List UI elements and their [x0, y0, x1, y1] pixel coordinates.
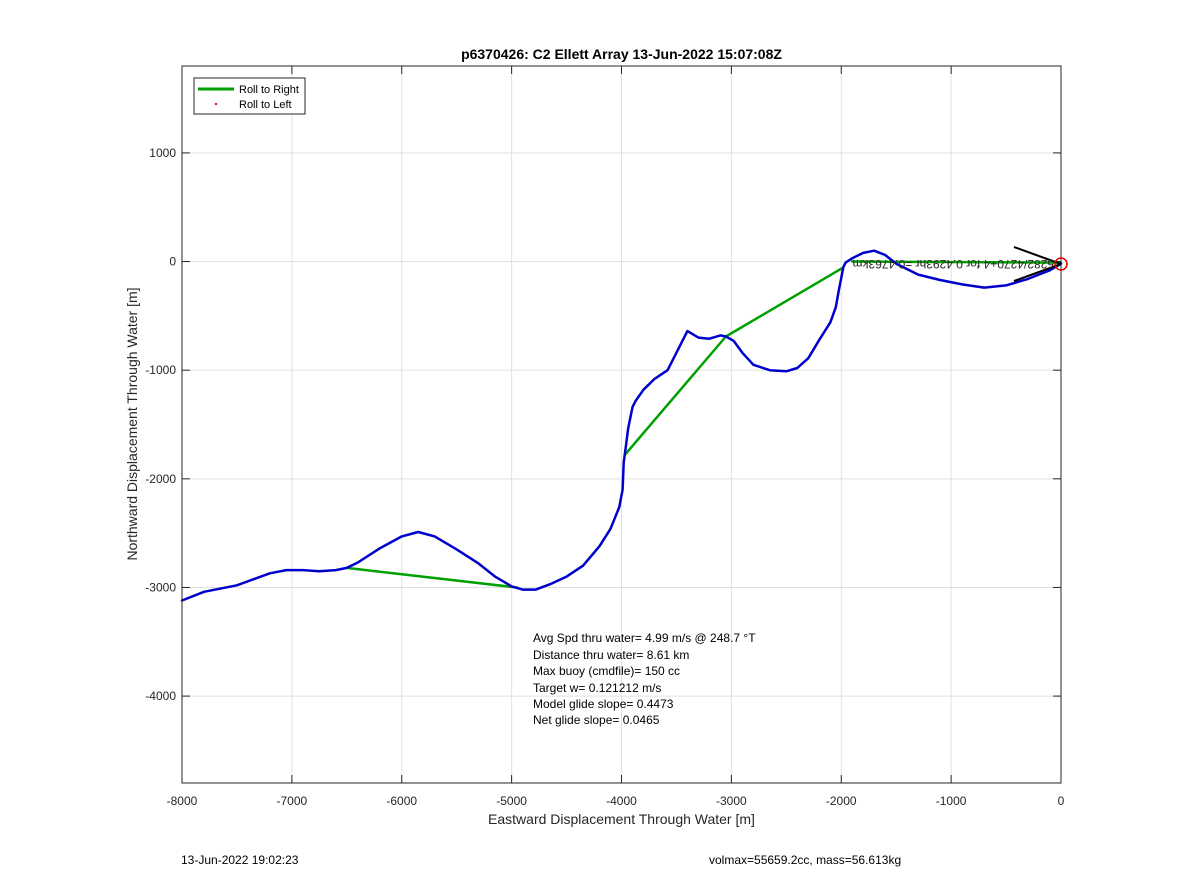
stat-target-w: Target w= 0.121212 m/s [533, 681, 661, 695]
roll-right-segment [724, 266, 844, 338]
y-axis-label: Northward Displacement Through Water [m] [124, 287, 140, 560]
x-tick-label: -8000 [167, 794, 198, 808]
stat-distance: Distance thru water= 8.61 km [533, 648, 689, 662]
plot-marks [180, 249, 1063, 602]
legend-label-roll-right: Roll to Right [239, 84, 299, 96]
legend: Roll to Right Roll to Left [193, 77, 306, 115]
roll-right-segment [850, 260, 1063, 264]
legend-box [193, 77, 306, 115]
track-line [180, 249, 1063, 602]
footer-timestamp: 13-Jun-2022 19:02:23 [181, 853, 299, 867]
x-axis-label: Eastward Displacement Through Water [m] [488, 811, 755, 827]
legend-label-roll-left: Roll to Left [239, 99, 292, 111]
marker-label: -5282/4270+4 for 0.4293hr =0.4763km [853, 257, 1059, 271]
ticks: -8000 -7000 -6000 -5000 -4000 -3000 -2000 -1000… [145, 66, 1065, 808]
start-marker-circle [1054, 257, 1068, 271]
current-arrow-head [1013, 263, 1062, 282]
y-tick-label: -1000 [145, 363, 176, 377]
x-tick-label: -1000 [936, 794, 967, 808]
y-tick-label: -3000 [145, 580, 176, 594]
legend-swatch-roll-left [214, 102, 218, 106]
stats-annotations: Avg Spd thru water= 4.99 m/s @ 248.7 °T … [533, 631, 756, 727]
stat-net-glide: Net glide slope= 0.0465 [533, 713, 660, 727]
x-tick-label: -6000 [386, 794, 417, 808]
x-tick-label: -7000 [277, 794, 308, 808]
stat-model-glide: Model glide slope= 0.4473 [533, 697, 674, 711]
roll-right-segment [623, 335, 728, 457]
y-tick-label: 0 [169, 255, 176, 269]
stat-avg-speed: Avg Spd thru water= 4.99 m/s @ 248.7 °T [533, 631, 756, 645]
x-tick-label: -4000 [606, 794, 637, 808]
y-tick-label: -2000 [145, 472, 176, 486]
stat-max-buoy: Max buoy (cmdfile)= 150 cc [533, 664, 680, 678]
x-tick-label: -2000 [826, 794, 857, 808]
start-marker-group: -5282/4270+4 for 0.4293hr =0.4763km [853, 246, 1068, 282]
current-arrow-shaft [1013, 246, 1062, 265]
y-tick-label: -4000 [145, 689, 176, 703]
y-tick-label: 1000 [149, 146, 176, 160]
footer-volmax-mass: volmax=55659.2cc, mass=56.613kg [709, 853, 901, 867]
x-tick-label: 0 [1058, 794, 1065, 808]
x-tick-label: -5000 [496, 794, 527, 808]
roll-right-segment [345, 566, 519, 589]
chart-title: p6370426: C2 Ellett Array 13-Jun-2022 15… [461, 46, 782, 62]
x-tick-label: -3000 [716, 794, 747, 808]
